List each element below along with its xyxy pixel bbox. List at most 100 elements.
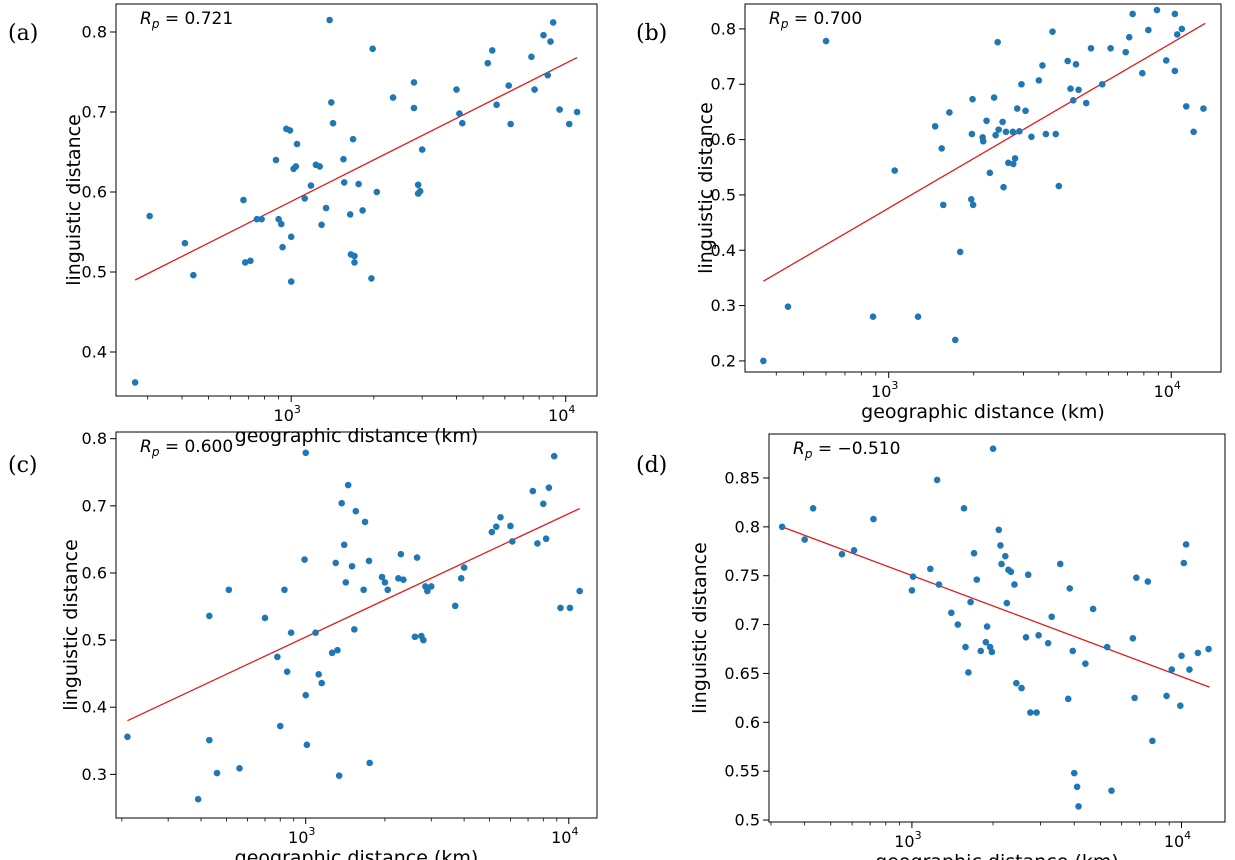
x-tick-label: 103 xyxy=(871,379,898,401)
data-point xyxy=(340,541,348,549)
data-point xyxy=(181,239,189,247)
data-point xyxy=(384,586,392,594)
data-point xyxy=(1055,182,1063,190)
data-point xyxy=(338,499,345,507)
data-point xyxy=(312,629,319,637)
data-point xyxy=(1171,10,1179,18)
data-point xyxy=(528,53,535,61)
data-point xyxy=(822,37,830,45)
data-point xyxy=(573,108,581,116)
data-point xyxy=(146,212,153,220)
data-point xyxy=(1163,692,1170,700)
data-point xyxy=(1018,80,1025,88)
data-point xyxy=(457,575,465,582)
data-point xyxy=(784,303,792,311)
data-point xyxy=(1133,574,1140,581)
data-point xyxy=(938,145,945,152)
data-point xyxy=(326,16,333,24)
data-point xyxy=(397,550,405,558)
data-point xyxy=(329,119,337,127)
scatter-panel-b: (b) 103 104 0.2 0.3 0.4 0.5 0.6 0.7 0.8 geographic… xyxy=(636,3,1222,423)
data-point xyxy=(954,621,962,628)
data-point xyxy=(359,207,366,214)
data-point xyxy=(1000,183,1007,191)
data-point xyxy=(279,243,286,251)
data-point xyxy=(1205,645,1212,653)
data-point xyxy=(206,736,213,744)
data-point xyxy=(1108,787,1115,795)
y-tick-label: 0.7 xyxy=(82,496,107,515)
data-point xyxy=(253,215,261,223)
data-point xyxy=(529,487,537,495)
data-point xyxy=(988,648,996,656)
data-point xyxy=(969,95,976,103)
data-point xyxy=(378,573,386,581)
data-point xyxy=(908,587,916,594)
axes-frame xyxy=(744,3,1222,373)
data-point xyxy=(395,575,402,582)
data-point xyxy=(760,357,767,365)
data-point xyxy=(507,120,514,128)
x-tick-label: 104 xyxy=(551,825,578,847)
data-point xyxy=(870,515,877,523)
fit-line xyxy=(763,22,1206,282)
data-point xyxy=(801,536,808,543)
x-tick-label: 104 xyxy=(1164,829,1191,851)
data-point xyxy=(566,604,574,612)
data-point xyxy=(1171,67,1179,75)
data-point xyxy=(124,733,131,741)
data-point xyxy=(389,94,397,101)
data-point xyxy=(1016,127,1023,135)
data-point xyxy=(547,38,554,45)
scatter-panel-c: (c) 103 104 0.3 0.4 0.5 0.6 0.7 0.8 geographic di… xyxy=(8,429,598,860)
data-point xyxy=(1129,634,1137,642)
data-point xyxy=(927,565,934,573)
y-tick-label: 0.6 xyxy=(711,130,736,149)
panel-label: (a) xyxy=(8,21,38,46)
data-point xyxy=(948,609,955,617)
y-tick-label: 0.5 xyxy=(735,811,760,830)
data-point xyxy=(1069,96,1077,104)
data-point xyxy=(1073,783,1081,791)
correlation-annotation: Rp = −0.510 xyxy=(793,439,900,461)
data-point xyxy=(1186,666,1193,673)
data-point xyxy=(351,626,358,633)
data-point xyxy=(410,79,418,86)
y-tick-label: 0.4 xyxy=(711,241,736,260)
y-tick-label: 0.8 xyxy=(711,19,736,38)
y-tick-label: 0.55 xyxy=(724,762,760,781)
data-point xyxy=(328,99,335,106)
y-tick-label: 0.4 xyxy=(82,698,107,717)
data-point xyxy=(413,554,421,561)
data-point xyxy=(322,204,330,212)
data-point xyxy=(1067,85,1074,92)
data-point xyxy=(1131,694,1138,702)
data-point xyxy=(1122,48,1130,56)
data-point xyxy=(287,278,295,285)
data-point xyxy=(1066,585,1074,592)
data-point xyxy=(302,449,310,457)
data-point xyxy=(334,646,341,654)
data-point xyxy=(190,271,197,279)
data-point xyxy=(272,156,280,164)
data-point xyxy=(1144,578,1152,585)
data-point xyxy=(1089,605,1097,613)
data-point xyxy=(366,759,373,767)
y-tick-label: 0.8 xyxy=(82,429,107,448)
data-point xyxy=(414,181,422,189)
data-point xyxy=(302,691,310,699)
fit-line xyxy=(781,526,1210,688)
axes-frame xyxy=(115,431,598,819)
data-point xyxy=(956,248,964,256)
data-point xyxy=(456,110,463,117)
fit-line xyxy=(127,507,580,722)
data-point xyxy=(1190,128,1197,136)
y-tick-label: 0.2 xyxy=(711,351,736,370)
data-point xyxy=(999,118,1006,126)
x-tick-label: 103 xyxy=(894,829,921,851)
data-point xyxy=(361,518,369,526)
data-point xyxy=(1075,803,1082,810)
data-point xyxy=(348,562,356,570)
data-point xyxy=(1098,80,1106,88)
data-point xyxy=(351,259,358,266)
